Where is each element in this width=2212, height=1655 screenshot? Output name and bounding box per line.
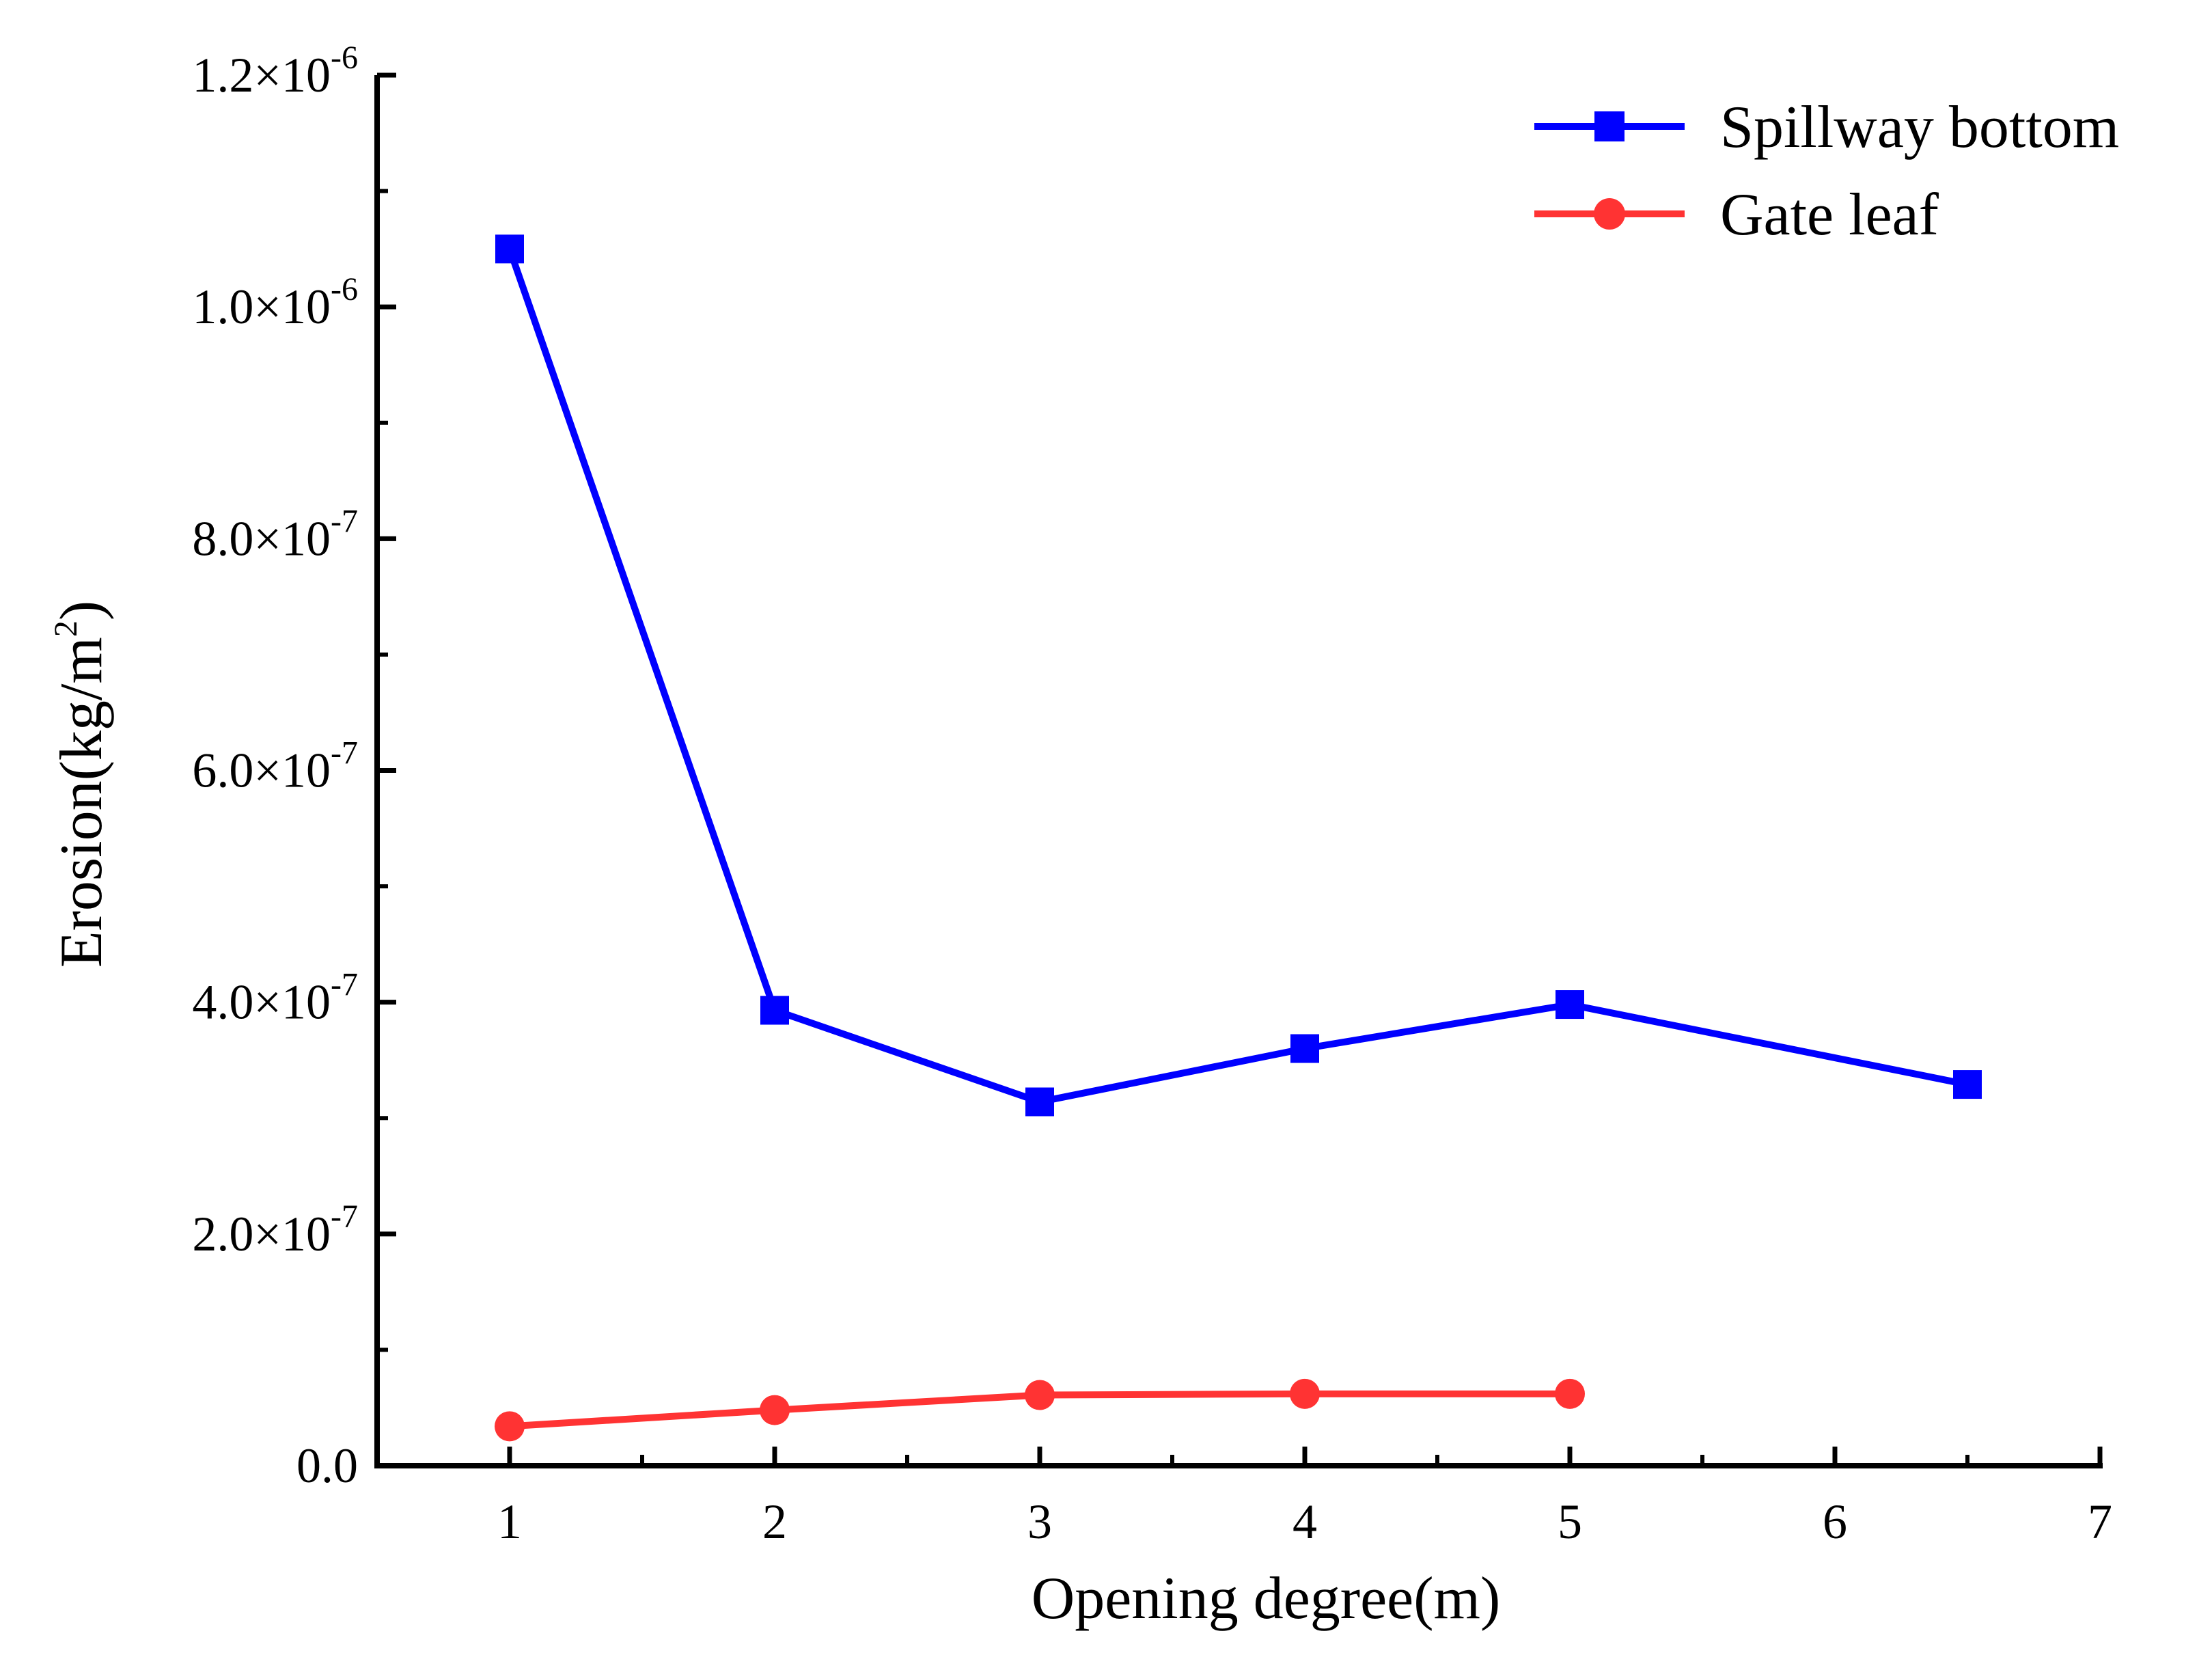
- data-point: [1025, 1380, 1055, 1410]
- y-axis-title-close: ): [49, 601, 115, 620]
- legend-label: Spillway bottom: [1720, 94, 2119, 161]
- series-layer: [495, 234, 1982, 1442]
- legend-item: Gate leaf: [1534, 182, 1939, 248]
- y-tick-label: 1.0×10-6: [192, 271, 358, 334]
- data-point: [1556, 990, 1584, 1020]
- y-tick-label: 2.0×10-7: [192, 1199, 358, 1261]
- legend-swatch-marker: [1594, 198, 1625, 230]
- data-point: [760, 996, 789, 1025]
- legend-item: Spillway bottom: [1534, 94, 2119, 161]
- legend: Spillway bottom Gate leaf: [1534, 94, 2119, 248]
- y-tick-label: 1.2×10-6: [192, 40, 358, 102]
- series-gate-leaf: [495, 1378, 1585, 1442]
- x-axis-title: Opening degree(m): [1032, 1565, 1501, 1632]
- x-tick-label: 1: [497, 1494, 522, 1549]
- y-tick-label: 6.0×10-7: [192, 735, 358, 798]
- y-axis-title-base: Erosion(kg/m: [49, 637, 115, 968]
- data-point: [1025, 1087, 1054, 1117]
- data-point: [1953, 1070, 1982, 1099]
- data-point: [1290, 1034, 1319, 1063]
- y-tick-label: 8.0×10-7: [192, 503, 358, 566]
- x-tick-label: 3: [1027, 1494, 1052, 1549]
- data-point: [1555, 1378, 1585, 1409]
- legend-swatch-marker: [1594, 111, 1625, 141]
- legend-label: Gate leaf: [1720, 182, 1939, 248]
- x-tick-label: 2: [762, 1494, 787, 1549]
- series-spillway-bottom: [495, 234, 1982, 1117]
- data-point: [495, 1411, 525, 1442]
- y-axis-title-sup: 2: [48, 620, 84, 637]
- y-tick-label: 0.0: [296, 1438, 358, 1493]
- series-line: [506, 247, 1968, 1106]
- y-axis-title: Erosion(kg/m2): [48, 601, 115, 968]
- data-point: [495, 234, 524, 264]
- x-tick-label: 6: [1823, 1494, 1847, 1549]
- axes: 0.0 2.0×10-7 4.0×10-7 6.0×10-7 8.0×10-7 1.0×1…: [192, 40, 2112, 1549]
- x-tick-label: 4: [1292, 1494, 1317, 1549]
- data-point: [760, 1395, 790, 1425]
- x-tick-label: 5: [1558, 1494, 1582, 1549]
- data-point: [1290, 1378, 1320, 1409]
- y-tick-label: 4.0×10-7: [192, 967, 358, 1030]
- x-tick-label: 7: [2088, 1494, 2112, 1549]
